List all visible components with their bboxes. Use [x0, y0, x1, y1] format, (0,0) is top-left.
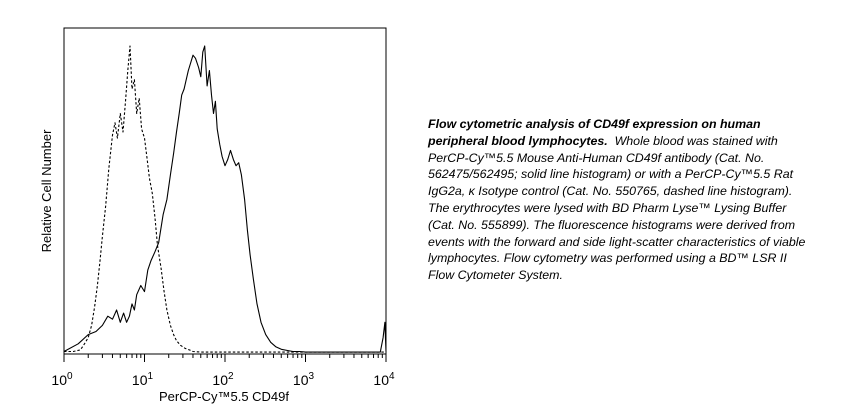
plot-frame	[63, 27, 387, 355]
x-tick-label: 103	[293, 371, 315, 388]
x-tick-label: 101	[132, 371, 154, 388]
caption-body: Whole blood was stained with PerCP-Cy™5.…	[428, 133, 806, 283]
solid-histogram-line	[63, 45, 387, 353]
y-axis-label: Relative Cell Number	[39, 129, 54, 252]
x-tick-label: 102	[212, 371, 234, 388]
figure-caption: Flow cytometric analysis of CD49f expres…	[428, 116, 813, 284]
x-tick-layer: 100 101 102 103 104	[51, 354, 395, 388]
caption-lead: Flow cytometric analysis of CD49f expres…	[428, 117, 761, 148]
x-tick-label: 100	[51, 371, 73, 388]
histogram-chart: 100 101 102 103 104 Relative Cell Number Per…	[39, 27, 395, 404]
dashed-histogram-line	[64, 45, 386, 353]
x-tick-label: 104	[373, 371, 395, 388]
x-axis-label: PerCP-Cy™5.5 CD49f	[159, 389, 289, 404]
series-layer	[63, 45, 387, 353]
